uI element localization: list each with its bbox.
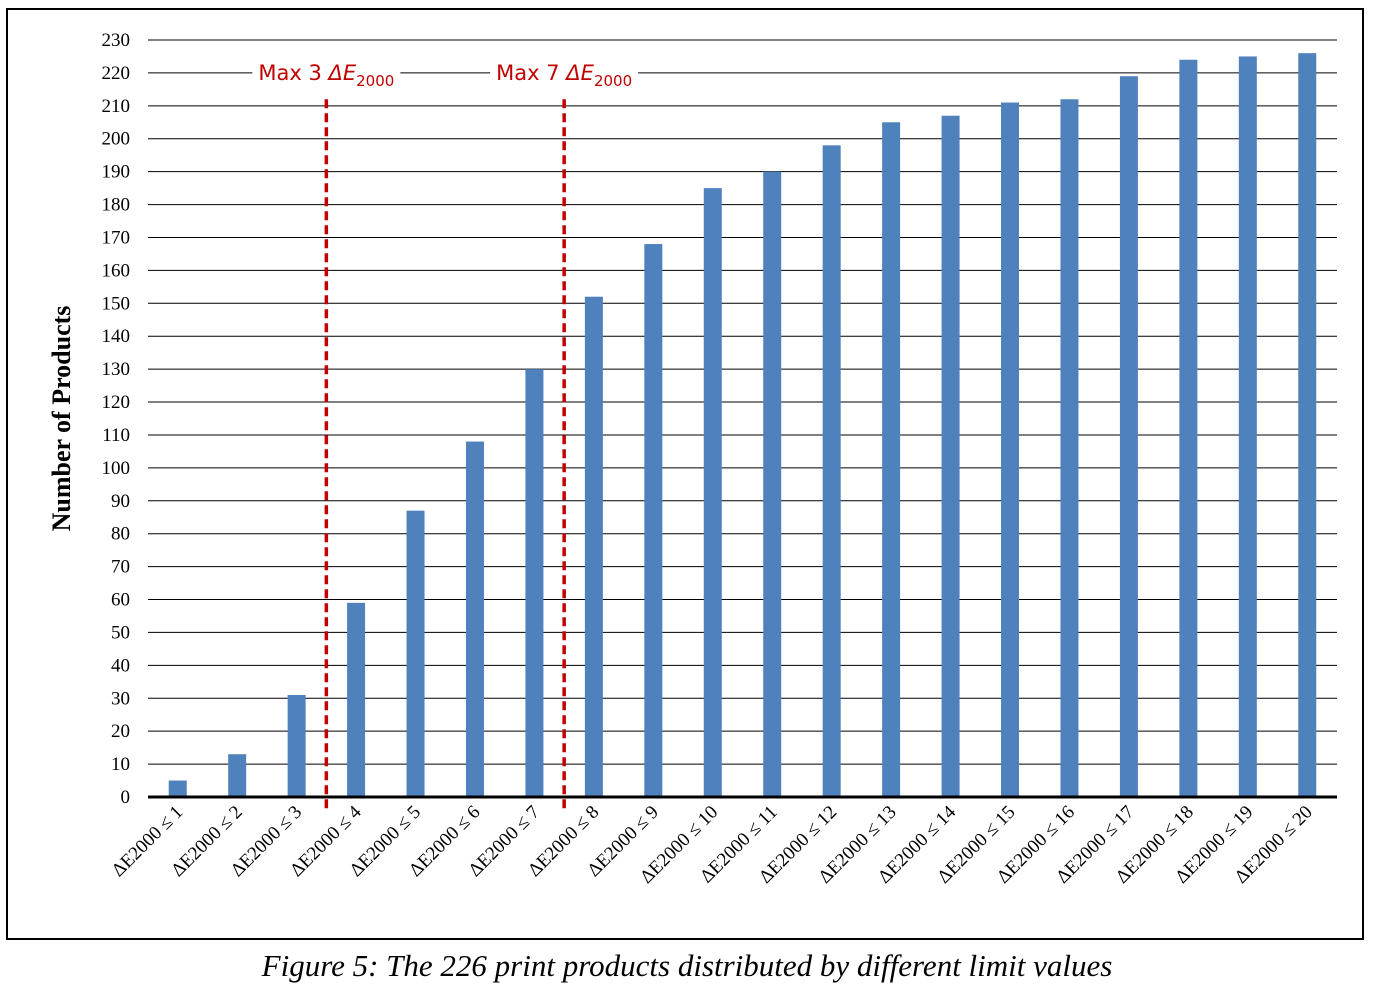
y-tick-label: 150 — [102, 293, 131, 314]
bar — [465, 441, 484, 797]
bar — [1179, 59, 1198, 798]
y-tick-label: 160 — [102, 260, 131, 281]
y-tick-label: 110 — [102, 425, 130, 446]
bar — [228, 754, 247, 797]
bar — [822, 145, 841, 798]
y-tick-label: 220 — [102, 63, 131, 84]
bar — [1238, 56, 1257, 797]
limit-label: Max 7 ΔE2000 — [496, 61, 632, 90]
y-axis-title: Number of Products — [47, 306, 76, 532]
bar — [763, 171, 782, 798]
bar — [525, 369, 544, 797]
y-tick-label: 120 — [102, 392, 131, 413]
limit-label-background — [252, 58, 401, 92]
bar — [168, 780, 187, 797]
y-tick-label: 20 — [111, 721, 130, 742]
y-tick-label: 100 — [102, 458, 131, 479]
bar — [347, 602, 366, 797]
figure-caption: Figure 5: The 226 print products distrib… — [261, 948, 1113, 983]
bar — [1001, 102, 1020, 797]
y-tick-label: 130 — [102, 359, 131, 380]
gridlines — [148, 39, 1337, 765]
bar — [1119, 76, 1138, 797]
bar — [882, 122, 901, 798]
bar — [406, 510, 425, 797]
y-tick-label: 190 — [102, 162, 131, 183]
limit-label-background — [490, 58, 639, 92]
bar — [1298, 53, 1317, 797]
y-tick-label: 170 — [102, 227, 131, 248]
y-tick-label: 60 — [111, 590, 130, 611]
bar — [644, 244, 663, 798]
bar — [703, 188, 722, 797]
bar — [584, 296, 603, 797]
y-tick-label: 210 — [102, 96, 131, 117]
bar — [941, 115, 960, 797]
limit-annotations: Max 3 ΔE2000 Max 7 ΔE2000 — [252, 58, 639, 809]
y-tick-label: 40 — [111, 655, 130, 676]
y-tick-label: 180 — [102, 195, 131, 216]
y-tick-label: 80 — [111, 524, 130, 545]
y-tick-label: 30 — [111, 688, 130, 709]
y-tick-label: 90 — [111, 491, 130, 512]
y-tick-label: 70 — [111, 557, 130, 578]
y-tick-labels: 0 10 20 30 40 50 60 70 80 90 100 110 120 130 140 150 160… — [102, 30, 131, 808]
y-tick-label: 200 — [102, 129, 131, 150]
y-tick-label: 0 — [121, 787, 131, 808]
y-tick-label: 140 — [102, 326, 131, 347]
bars — [168, 53, 1317, 798]
chart-frame: 0 10 20 30 40 50 60 70 80 90 100 110 120 130 140 150 160… — [6, 8, 1364, 940]
bar — [287, 694, 306, 797]
bar — [1060, 99, 1079, 798]
bar-chart: 0 10 20 30 40 50 60 70 80 90 100 110 120 130 140 150 160… — [47, 30, 1337, 888]
y-tick-label: 50 — [111, 622, 130, 643]
y-tick-label: 230 — [102, 30, 131, 51]
limit-label: Max 3 ΔE2000 — [258, 61, 394, 90]
y-tick-label: 10 — [111, 754, 130, 775]
